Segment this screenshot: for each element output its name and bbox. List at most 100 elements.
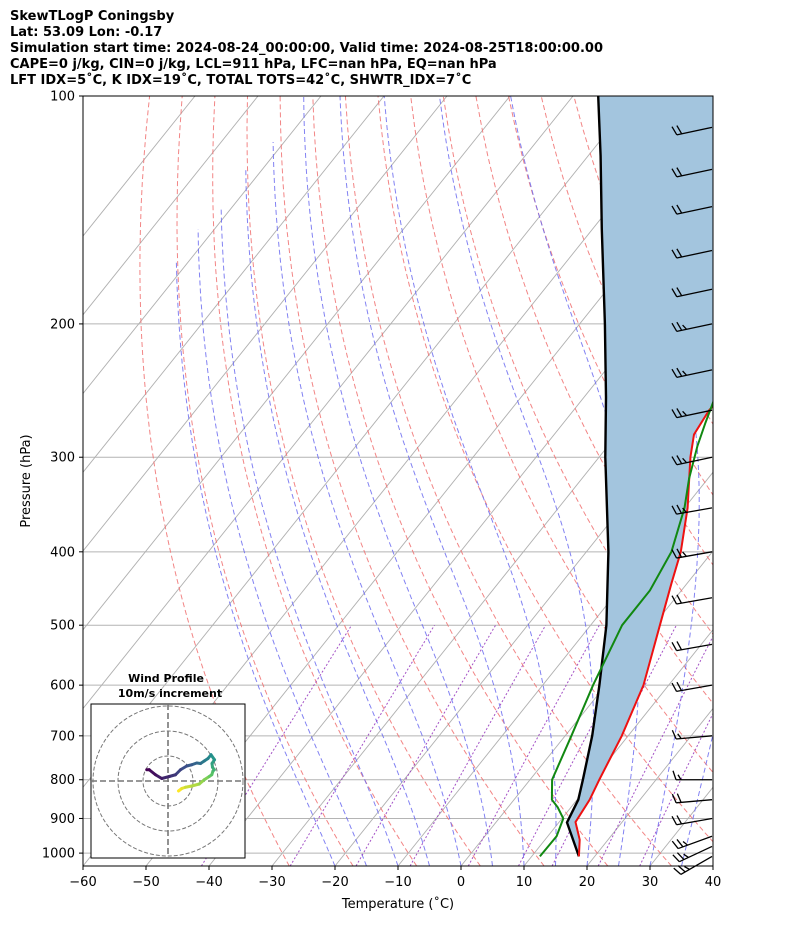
x-tick-label: −20: [321, 875, 348, 890]
barb-feather: [671, 682, 678, 692]
isotherm-line: [83, 96, 511, 631]
y-tick-label: 900: [50, 812, 75, 827]
mixing-ratio-line: [639, 712, 713, 866]
wind-barb: [671, 835, 713, 850]
barb-feather: [671, 549, 678, 559]
x-axis: −60 −50 −40 −30 −20 −10 0 10 20 30 40: [69, 866, 721, 890]
inset-rings: [91, 704, 245, 858]
barb-feather: [676, 287, 683, 297]
barb-feather: [684, 865, 690, 870]
barb-shaft: [677, 835, 713, 850]
barb-feather: [671, 730, 677, 740]
parcel-line: [565, 96, 610, 857]
barb-feather: [676, 839, 684, 848]
isotherm-line: [83, 96, 385, 473]
barb-feather: [671, 322, 678, 332]
barb-feather: [677, 865, 686, 873]
y-axis-label: Pressure (hPa): [19, 434, 34, 527]
moist-adiabat-line: [220, 206, 399, 866]
temperature-line: [574, 404, 713, 857]
barb-shaft: [676, 643, 713, 652]
wind-barb: [671, 204, 713, 215]
wind-barb: [671, 367, 713, 378]
x-tick-label: −30: [258, 875, 285, 890]
wind-barb: [671, 287, 713, 298]
inset-subtitle: 10m/s increment: [118, 687, 222, 700]
barb-feather: [682, 551, 687, 557]
mixing-ratio-line: [355, 624, 497, 866]
isotherm-line: [271, 314, 713, 866]
dry-adiabat-line: [212, 96, 418, 866]
barb-feather: [671, 456, 678, 466]
barb-feather: [676, 504, 683, 514]
mixing-ratio-line: [200, 624, 353, 866]
barb-feather: [676, 125, 683, 135]
barb-feather: [671, 205, 678, 215]
y-tick-label: 700: [50, 729, 75, 744]
barb-shaft: [676, 205, 713, 215]
barb-feather: [676, 367, 683, 377]
barb-feather: [676, 852, 685, 861]
dry-adiabat-line: [703, 96, 713, 120]
barb-feather: [682, 840, 688, 846]
barb-feather: [682, 507, 687, 513]
moist-adiabat-line: [383, 96, 557, 866]
isotherm-line: [83, 96, 259, 316]
barb-feather: [673, 867, 682, 875]
dry-adiabat-line: [312, 96, 609, 866]
cin-shaded-area: [567, 96, 713, 857]
mixing-ratio-line: [518, 624, 646, 866]
mixing-ratio-line: [551, 624, 677, 866]
wind-barb: [671, 408, 713, 419]
barb-shaft: [676, 456, 713, 466]
y-tick-label: 800: [50, 773, 75, 788]
moist-adiabat-line: [175, 260, 336, 866]
barb-shaft: [676, 168, 713, 178]
barb-feather: [671, 168, 678, 178]
barb-shaft: [679, 845, 713, 863]
barb-feather: [676, 167, 683, 177]
barb-feather: [676, 594, 683, 604]
barb-feather: [676, 204, 683, 214]
wind-profile-inset: Wind Profile 10m/s increment: [90, 672, 246, 859]
x-tick-label: −10: [384, 875, 411, 890]
barb-feather: [671, 641, 678, 651]
moist-adiabat-line: [245, 169, 430, 866]
x-tick-label: −50: [132, 875, 159, 890]
x-tick-label: 30: [642, 875, 659, 890]
inset-title: Wind Profile: [128, 672, 204, 685]
x-tick-label: 0: [457, 875, 465, 890]
x-tick-label: 10: [516, 875, 533, 890]
wind-barb: [671, 455, 713, 466]
x-tick-label: 40: [705, 875, 722, 890]
barb-feather: [671, 840, 679, 849]
chart-title: SkewTLogP Coningsby: [10, 9, 175, 24]
hodograph: [145, 753, 216, 793]
isotherm-line: [83, 96, 448, 552]
barb-shaft: [676, 249, 713, 259]
dry-adiabat-line: [377, 96, 713, 843]
moist-adiabat-line: [303, 96, 493, 866]
barb-feather: [671, 249, 678, 259]
barb-shaft: [680, 855, 713, 875]
wind-barb: [673, 855, 713, 875]
wind-barb: [671, 321, 713, 333]
indices-line: LFT IDX=5˚C, K IDX=19˚C, TOTAL TOTS=42˚C…: [10, 73, 472, 88]
wind-barb: [671, 248, 713, 259]
barb-feather: [682, 370, 688, 376]
barb-feather: [676, 641, 683, 651]
isotherm-line: [83, 96, 574, 710]
wind-barbs: [671, 125, 713, 875]
moist-adiabat-line: [197, 229, 367, 866]
barb-feather: [671, 505, 678, 515]
barb-shaft: [676, 684, 713, 693]
isotherm-line: [83, 96, 322, 395]
isotherm-line: [712, 865, 713, 866]
y-tick-label: 300: [50, 451, 75, 466]
wind-barb: [671, 594, 713, 605]
wind-barb: [671, 125, 713, 136]
barb-shaft: [676, 507, 713, 515]
isotherm-line: [523, 629, 713, 866]
barb-feather: [672, 854, 680, 863]
dry-adiabat-line: [139, 96, 290, 866]
